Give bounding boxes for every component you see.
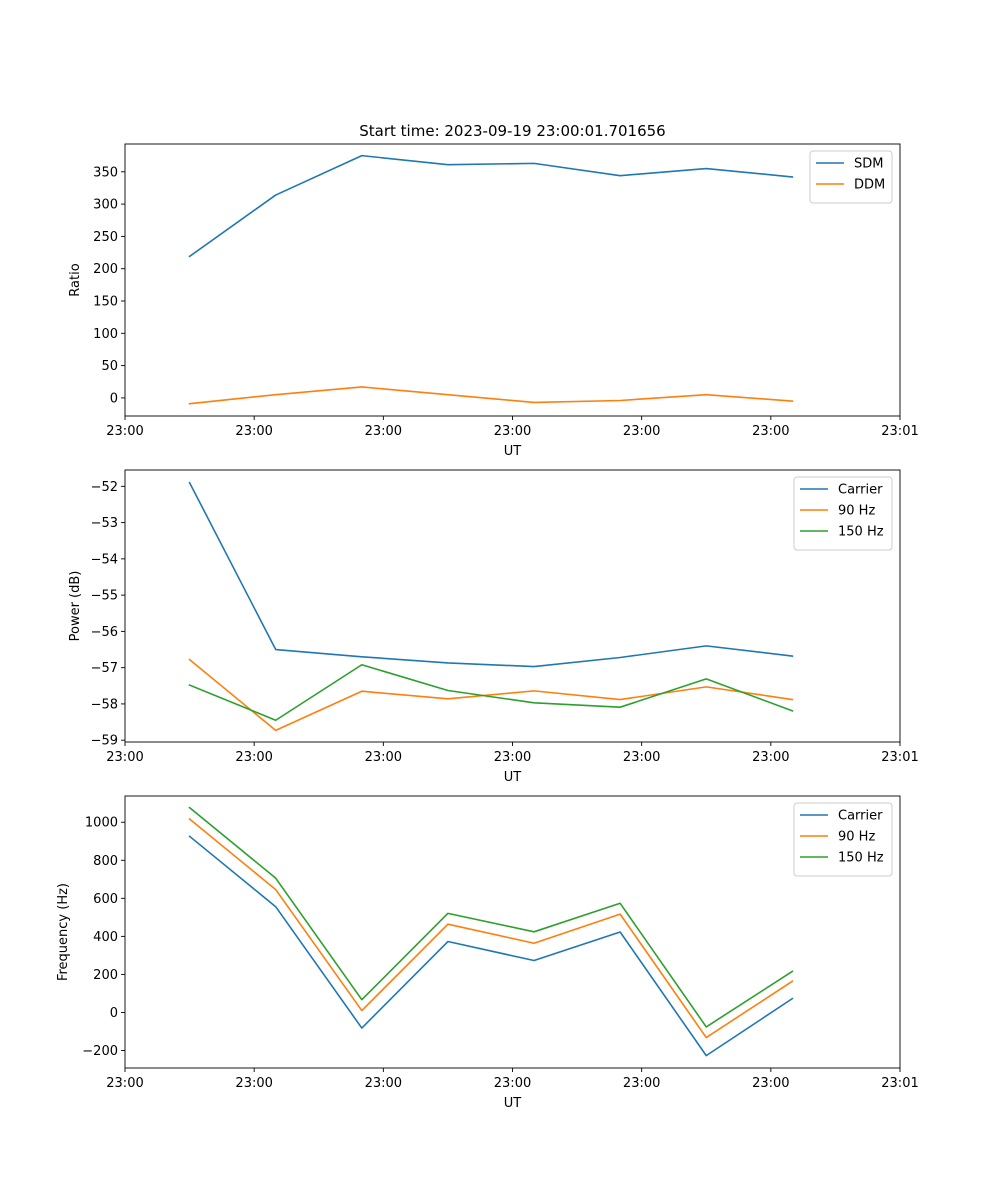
series-line-ddm xyxy=(188,386,794,405)
x-tick-label: 23:00 xyxy=(235,1076,272,1091)
x-axis-label: UT xyxy=(504,770,522,785)
legend: Carrier 90 Hz 150 Hz xyxy=(793,802,893,877)
x-tick-label: 23:00 xyxy=(106,750,143,765)
y-tick-label: −53 xyxy=(91,516,118,531)
legend-label: 150 Hz xyxy=(838,851,884,866)
x-tick-label: 23:00 xyxy=(494,424,531,439)
subplots-container: 23:00 23:00 23:00 23:00 23:00 23:00 23:01 0 50 10… xyxy=(56,143,919,1111)
x-tick-label: 23:00 xyxy=(365,424,402,439)
series-line-sdm xyxy=(188,154,794,258)
series-line-carrier xyxy=(188,835,794,1057)
x-tick-label: 23:00 xyxy=(235,750,272,765)
x-tick-label: 23:00 xyxy=(623,424,660,439)
panel-frequency: 23:00 23:00 23:00 23:00 23:00 23:00 23:01 −200 0… xyxy=(56,795,919,1111)
series-line-90-hz xyxy=(188,817,794,1039)
y-tick-label: −59 xyxy=(91,734,118,749)
y-tick-label: −58 xyxy=(91,697,118,712)
x-tick-label: 23:00 xyxy=(623,750,660,765)
panel-power: 23:00 23:00 23:00 23:00 23:00 23:00 23:01 −59 −5… xyxy=(68,469,919,785)
y-tick-label: −57 xyxy=(91,661,118,676)
legend-label: Carrier xyxy=(838,809,883,824)
y-tick-label: 200 xyxy=(93,262,118,277)
series-line-90-hz xyxy=(188,658,794,732)
legend-label: 90 Hz xyxy=(838,830,875,845)
legend: Carrier 90 Hz 150 Hz xyxy=(793,476,893,551)
legend-label: DDM xyxy=(854,178,885,193)
x-tick-label: 23:00 xyxy=(365,750,402,765)
y-tick-label: −56 xyxy=(91,625,118,640)
y-tick-label: 100 xyxy=(93,327,118,342)
x-tick-label: 23:01 xyxy=(881,1076,918,1091)
y-tick-label: 200 xyxy=(93,968,118,983)
y-tick-label: 150 xyxy=(93,294,118,309)
x-tick-label: 23:00 xyxy=(623,1076,660,1091)
x-tick-label: 23:00 xyxy=(752,1076,789,1091)
x-tick-label: 23:00 xyxy=(235,424,272,439)
y-tick-label: 1000 xyxy=(85,816,118,831)
legend-label: 90 Hz xyxy=(838,504,875,519)
y-tick-label: 800 xyxy=(93,854,118,869)
legend: SDM DDM xyxy=(809,150,893,204)
y-tick-label: 250 xyxy=(93,230,118,245)
legend-label: SDM xyxy=(854,157,883,172)
x-tick-label: 23:00 xyxy=(365,1076,402,1091)
series-line-150-hz xyxy=(188,806,794,1028)
y-tick-label: −55 xyxy=(91,589,118,604)
y-axis-label: Power (dB) xyxy=(68,571,83,642)
y-tick-label: −200 xyxy=(82,1044,118,1059)
series-line-150-hz xyxy=(188,663,794,722)
x-tick-label: 23:00 xyxy=(494,750,531,765)
series-line-carrier xyxy=(188,481,794,668)
legend-label: 150 Hz xyxy=(838,525,884,540)
x-tick-label: 23:00 xyxy=(106,1076,143,1091)
y-tick-label: 600 xyxy=(93,892,118,907)
y-tick-label: 300 xyxy=(93,198,118,213)
y-axis-label: Frequency (Hz) xyxy=(56,883,71,981)
legend-box xyxy=(809,150,893,204)
x-axis-label: UT xyxy=(504,444,522,459)
x-tick-label: 23:00 xyxy=(752,424,789,439)
y-tick-label: 0 xyxy=(110,391,118,406)
y-tick-label: 50 xyxy=(101,359,118,374)
y-tick-label: −52 xyxy=(91,480,118,495)
y-tick-label: 0 xyxy=(110,1006,118,1021)
x-tick-label: 23:01 xyxy=(881,750,918,765)
y-tick-label: 350 xyxy=(93,165,118,180)
x-axis-label: UT xyxy=(504,1096,522,1111)
panel-ratio: 23:00 23:00 23:00 23:00 23:00 23:00 23:01 0 50 10… xyxy=(68,143,919,459)
legend-label: Carrier xyxy=(838,483,883,498)
x-tick-label: 23:00 xyxy=(106,424,143,439)
x-tick-label: 23:01 xyxy=(881,424,918,439)
y-tick-label: −54 xyxy=(91,552,118,567)
figure-title: Start time: 2023-09-19 23:00:01.701656 xyxy=(359,122,665,140)
y-tick-label: 400 xyxy=(93,930,118,945)
x-tick-label: 23:00 xyxy=(752,750,789,765)
x-tick-label: 23:00 xyxy=(494,1076,531,1091)
y-axis-label: Ratio xyxy=(68,263,83,296)
